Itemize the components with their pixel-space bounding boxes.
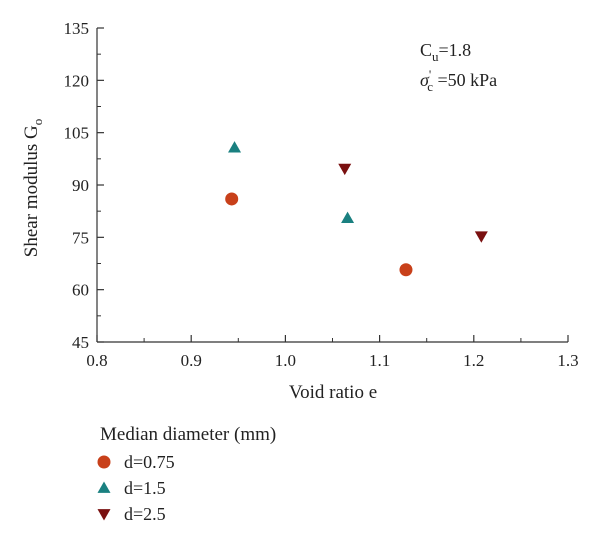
ticks: 0.8 0.9 1.0 1.1 1.2 1.3 45 60 75 90 105 120 135 [64,19,579,370]
annotation-cu-subscript: u [432,49,439,64]
data-point-triangle-down [474,231,488,243]
x-tick-label: 0.8 [86,351,107,370]
annotation-sigma: σ' c =50 kPa [420,67,497,94]
legend-label: d=0.75 [124,452,175,472]
data-point-triangle-down [338,163,352,176]
y-tick-label: 45 [72,333,89,352]
y-tick-label: 90 [72,176,89,195]
annotation-sigma-subscript: c [427,79,433,94]
x-tick-label: 1.2 [463,351,484,370]
y-tick-label: 60 [72,281,89,300]
data-point-circle [225,192,239,206]
y-axis-label: Shear modulus Go [21,119,45,257]
annotation-cu-value: =1.8 [439,40,472,60]
y-axis-label-subscript: o [30,119,45,126]
annotation-cu-symbol: C [420,40,432,60]
x-tick-label: 0.9 [181,351,202,370]
x-tick-label: 1.3 [557,351,578,370]
annotation-sigma-symbol: σ [420,70,430,90]
y-tick-label: 105 [64,124,90,143]
legend-title: Median diameter (mm) [100,424,276,445]
x-axis-label: Void ratio e [289,382,377,403]
data-point-triangle-up [341,211,355,224]
legend-marker-triangle-down [97,509,111,521]
data-point-circle [399,263,413,277]
y-tick-label: 75 [72,228,89,247]
x-tick-label: 1.0 [275,351,296,370]
annotation-sigma-prime: ' [429,67,431,82]
annotation-sigma-value: =50 kPa [433,70,497,90]
legend-marker-triangle-up [97,481,111,493]
legend-label: d=1.5 [124,478,166,498]
x-tick-label: 1.1 [369,351,390,370]
y-tick-label: 135 [64,19,90,38]
y-axis-label-main: Shear modulus G [21,125,42,257]
axes [96,28,568,343]
annotation-cu: Cu=1.8 [420,40,471,64]
data-point-triangle-up [228,141,242,153]
y-tick-label: 120 [64,71,90,90]
legend-marker-circle [97,455,111,469]
legend-label: d=2.5 [124,504,166,524]
legend: d=0.75 d=1.5 d=2.5 [97,452,175,524]
data-points [225,141,488,277]
